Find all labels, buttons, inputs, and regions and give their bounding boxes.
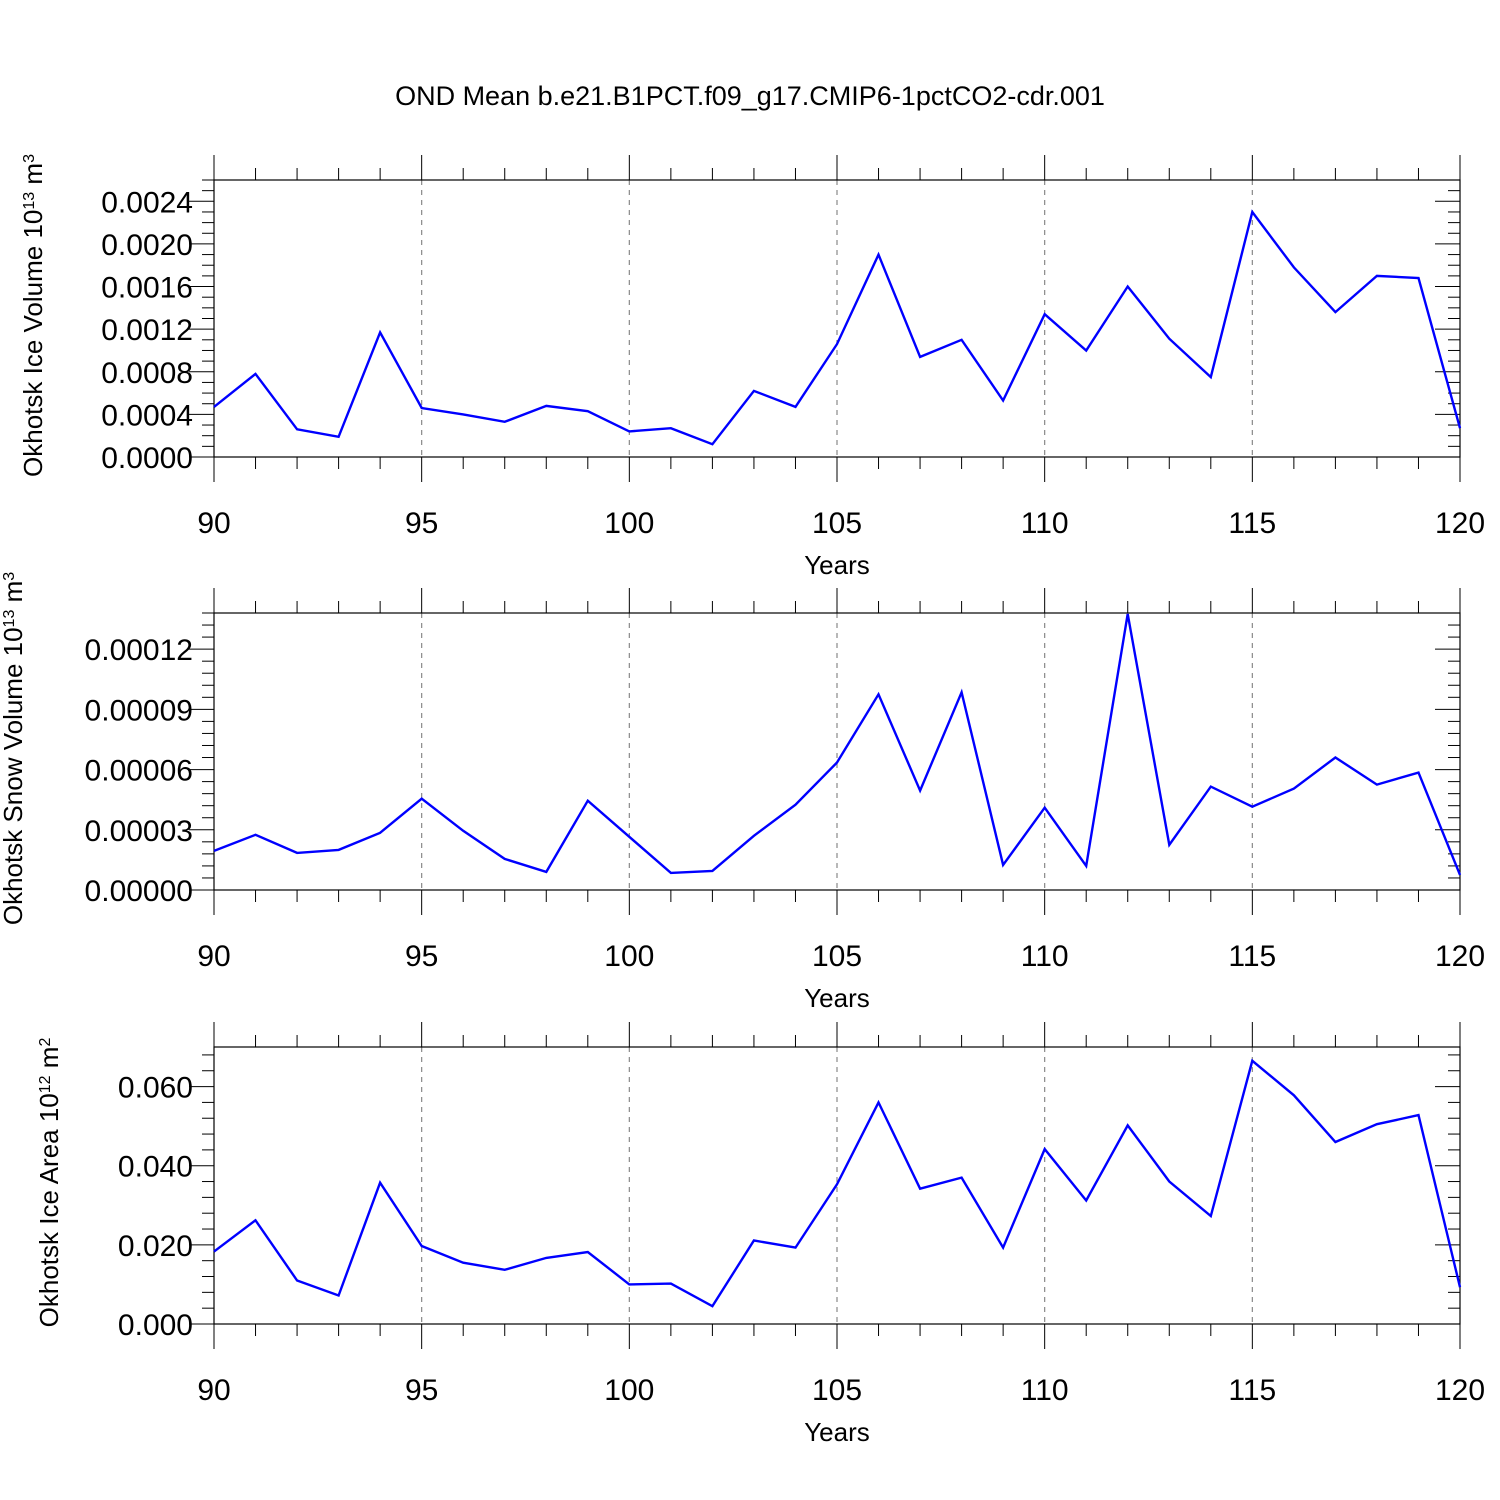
data-series-line <box>213 1058 1462 1308</box>
x-tick-label: 95 <box>405 940 438 973</box>
x-tick-label: 110 <box>1021 1374 1069 1407</box>
y-tick-label: 0.020 <box>118 1230 193 1263</box>
x-tick-label: 105 <box>812 507 862 540</box>
x-tick-label: 95 <box>405 1374 438 1407</box>
x-tick-label: 120 <box>1435 507 1485 540</box>
data-series-line <box>213 613 1462 876</box>
y-tick-label: 0.0016 <box>101 272 193 305</box>
y-axis-title: Okhotsk Ice Area 1012 m2 <box>34 1038 64 1328</box>
x-tick-label: 110 <box>1021 507 1069 540</box>
y-tick-label: 0.000 <box>118 1309 193 1342</box>
y-tick-label: 0.00000 <box>85 875 193 908</box>
y-tick-label: 0.060 <box>118 1072 193 1105</box>
x-tick-label: 90 <box>197 940 230 973</box>
x-tick-label: 105 <box>812 940 862 973</box>
panel-2: 90 95 100 105 110 115 120 0.00000 0.00003 0.00006… <box>0 572 1485 1013</box>
x-tick-label: 120 <box>1435 940 1485 973</box>
x-tick-label: 95 <box>405 507 438 540</box>
chart-panels: 90 95 100 105 110 115 120 0.0000 0.0004 0.0008 0.0… <box>0 154 1485 1447</box>
y-tick-label: 0.00003 <box>85 815 193 848</box>
y-axis-title: Okhotsk Ice Volume 1013 m3 <box>18 154 48 477</box>
y-tick-label: 0.040 <box>118 1151 193 1184</box>
x-tick-label: 115 <box>1228 507 1276 540</box>
chart-title: OND Mean b.e21.B1PCT.f09_g17.CMIP6-1pctC… <box>395 81 1105 111</box>
y-tick-label: 0.0024 <box>101 186 193 219</box>
y-axis-title: Okhotsk Snow Volume 1013 m3 <box>0 572 28 925</box>
x-axis-title: Years <box>804 983 870 1013</box>
x-tick-label: 100 <box>604 940 654 973</box>
panel-1: 90 95 100 105 110 115 120 0.0000 0.0004 0.0008 0.0… <box>18 154 1485 580</box>
y-tick-label: 0.0020 <box>101 229 193 262</box>
y-tick-label: 0.0012 <box>101 314 193 347</box>
y-tick-label: 0.00009 <box>85 694 193 727</box>
y-tick-label: 0.00006 <box>85 755 193 788</box>
x-axis-title: Years <box>804 550 870 580</box>
x-tick-label: 105 <box>812 1374 862 1407</box>
x-tick-label: 100 <box>604 507 654 540</box>
y-tick-label: 0.0000 <box>101 442 193 475</box>
x-tick-label: 115 <box>1228 940 1276 973</box>
y-tick-label: 0.0004 <box>101 399 193 432</box>
x-tick-label: 115 <box>1228 1374 1276 1407</box>
x-tick-label: 100 <box>604 1374 654 1407</box>
y-tick-label: 0.00012 <box>85 634 193 667</box>
x-tick-label: 110 <box>1021 940 1069 973</box>
panel-3: 90 95 100 105 110 115 120 0.000 0.020 0.040 0.060 Y… <box>34 1022 1485 1447</box>
x-tick-label: 120 <box>1435 1374 1485 1407</box>
x-tick-label: 90 <box>197 507 230 540</box>
x-axis-title: Years <box>804 1417 870 1447</box>
x-tick-label: 90 <box>197 1374 230 1407</box>
data-series-line <box>213 209 1462 446</box>
y-tick-label: 0.0008 <box>101 357 193 390</box>
